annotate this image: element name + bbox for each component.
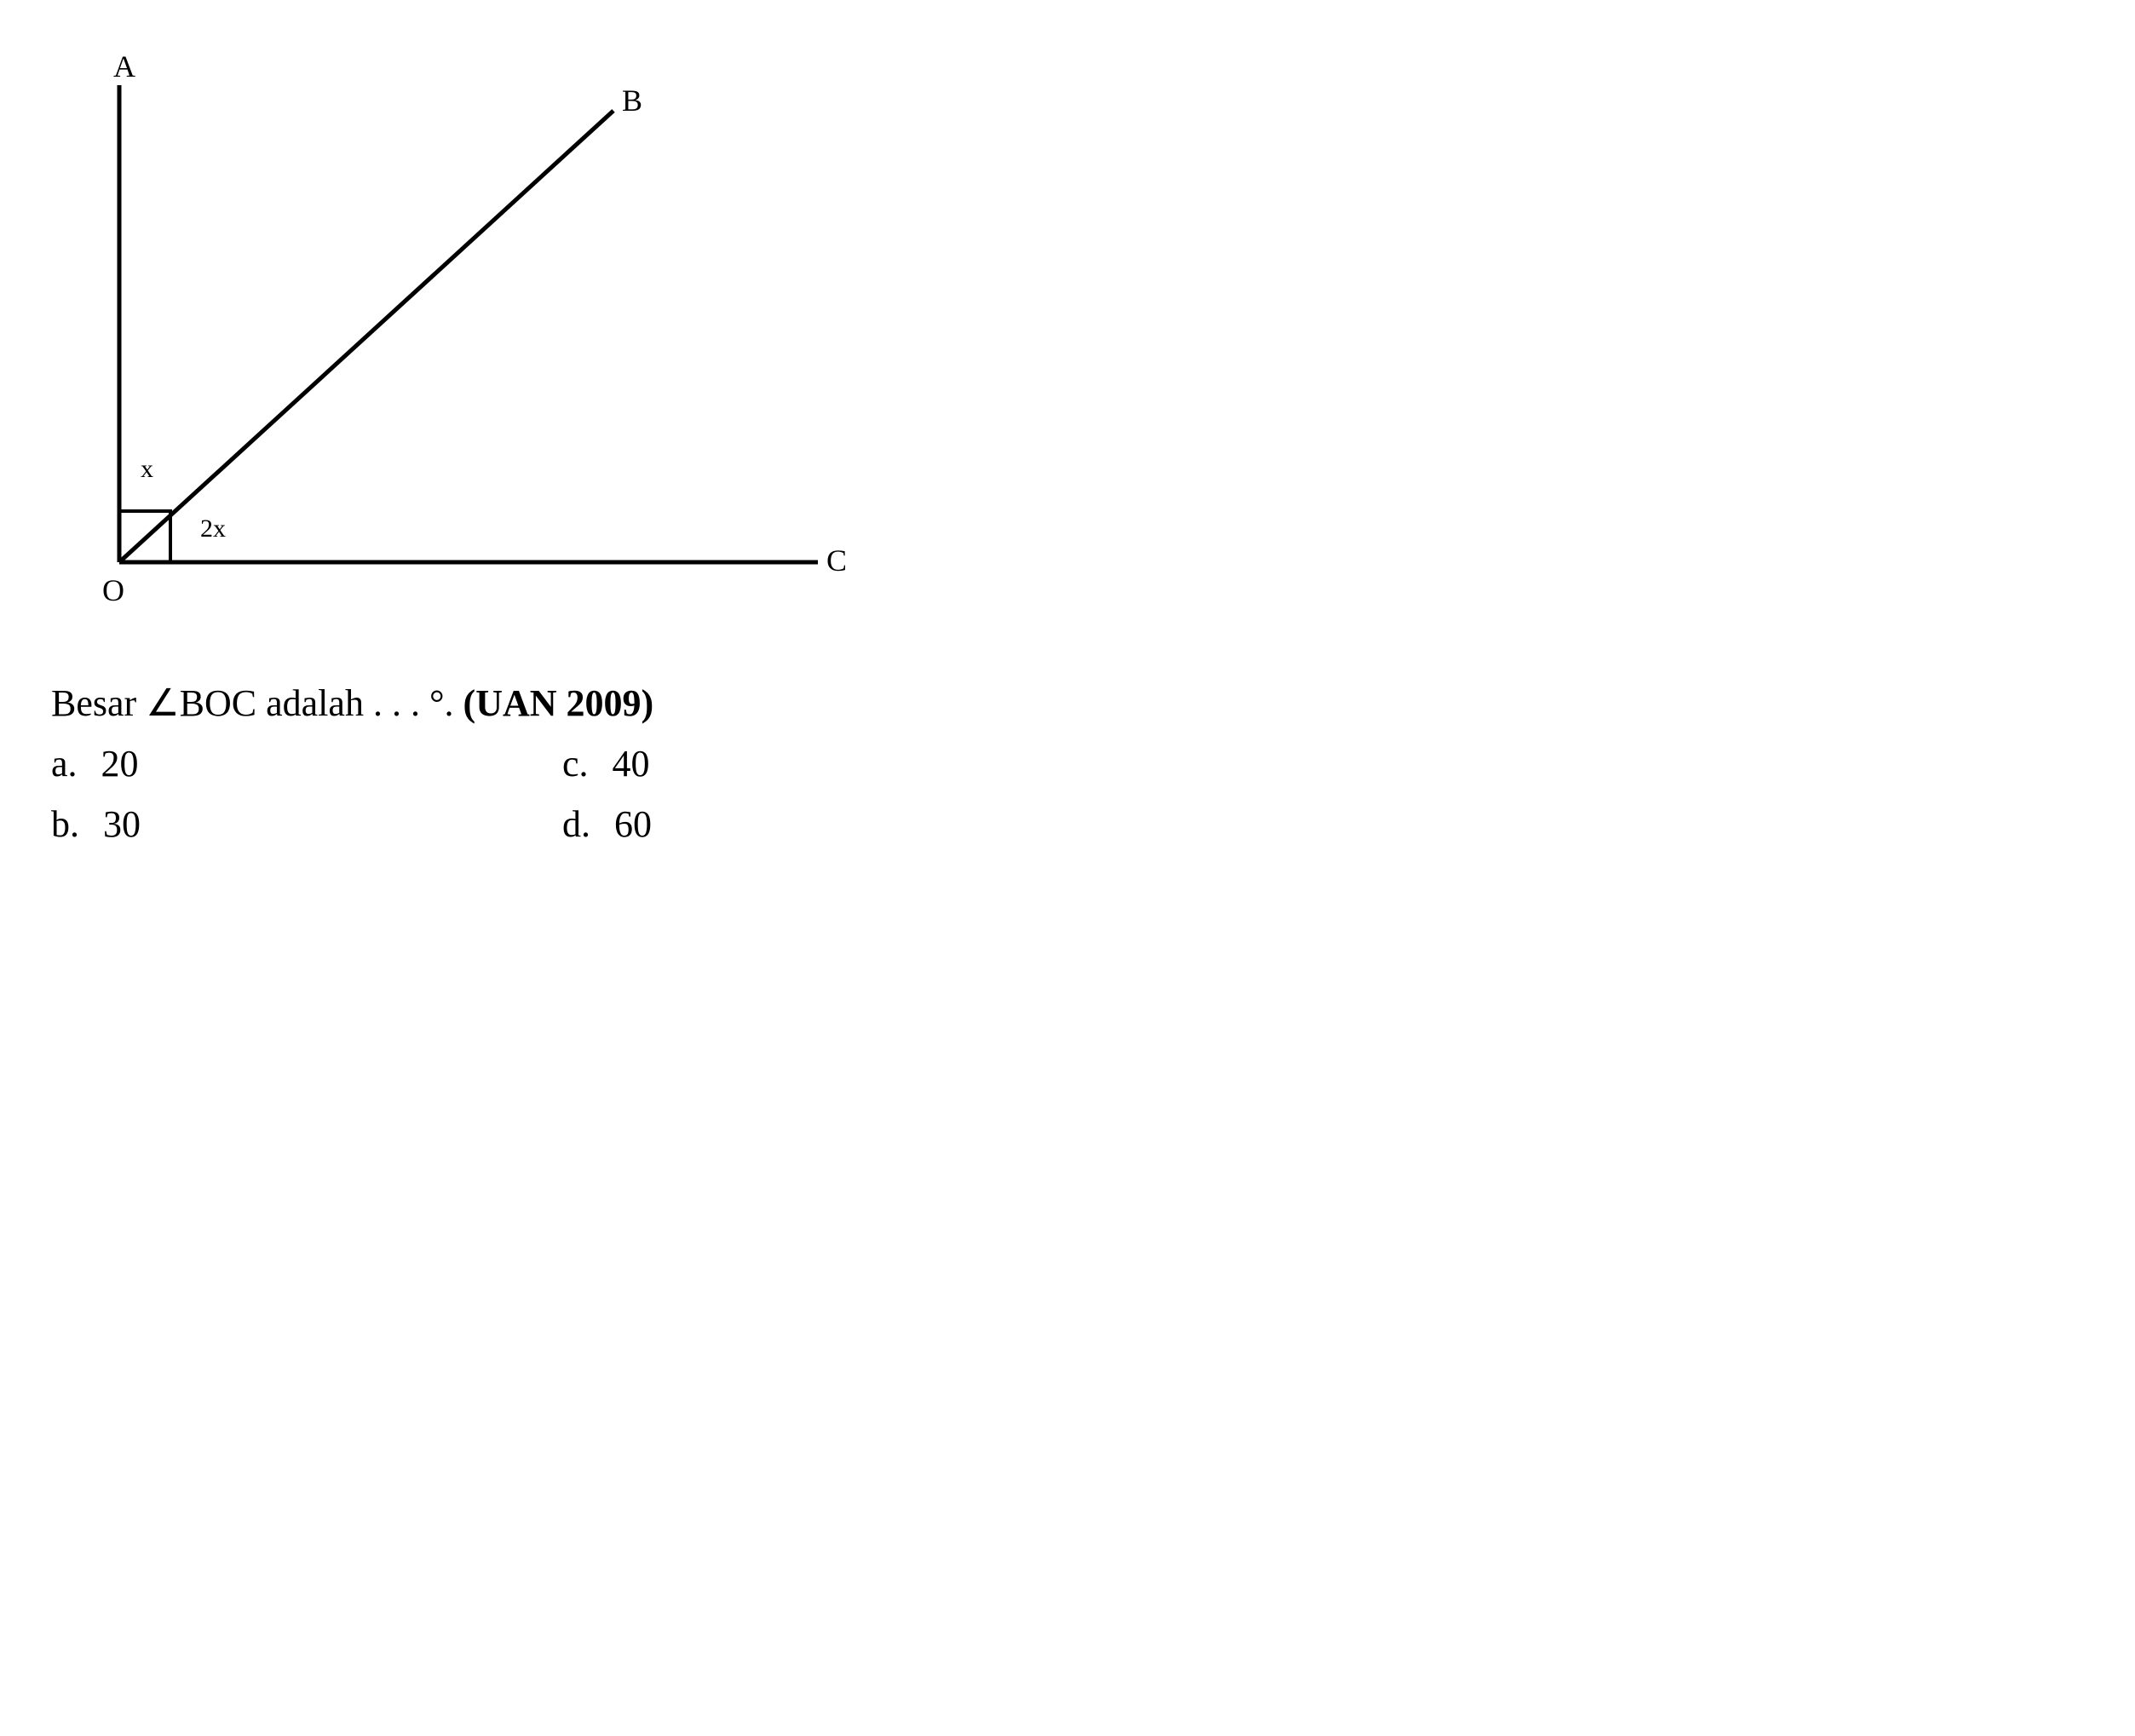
angle-label-2x: 2x: [200, 514, 226, 543]
angle-diagram: A B C O x 2x: [51, 51, 818, 647]
option-b-letter: b.: [51, 802, 79, 846]
options-grid: a. 20 c. 40 b. 30 d. 60: [51, 742, 903, 846]
option-c-letter: c.: [562, 742, 589, 785]
option-b-value: 30: [103, 802, 141, 846]
option-b: b. 30: [51, 802, 392, 846]
label-a: A: [113, 51, 135, 83]
question-middle: adalah . . . °.: [256, 682, 463, 724]
option-d-letter: d.: [562, 802, 590, 846]
question-source: (UAN 2009): [463, 682, 654, 724]
option-d-value: 60: [614, 802, 652, 846]
diagram-svg: A B C O x 2x: [51, 51, 903, 630]
angle-symbol: ∠: [146, 682, 179, 724]
option-c-value: 40: [613, 742, 650, 785]
angle-label-x: x: [141, 455, 153, 483]
option-c: c. 40: [562, 742, 903, 785]
question-text: Besar ∠BOC adalah . . . °. (UAN 2009): [51, 681, 2084, 725]
option-d: d. 60: [562, 802, 903, 846]
label-c: C: [826, 543, 847, 578]
option-a-value: 20: [101, 742, 139, 785]
option-a: a. 20: [51, 742, 392, 785]
label-b: B: [622, 83, 642, 118]
question-prefix: Besar: [51, 682, 146, 724]
angle-name: BOC: [180, 682, 256, 724]
ray-ob: [119, 111, 613, 562]
option-a-letter: a.: [51, 742, 78, 785]
label-o: O: [102, 573, 124, 607]
